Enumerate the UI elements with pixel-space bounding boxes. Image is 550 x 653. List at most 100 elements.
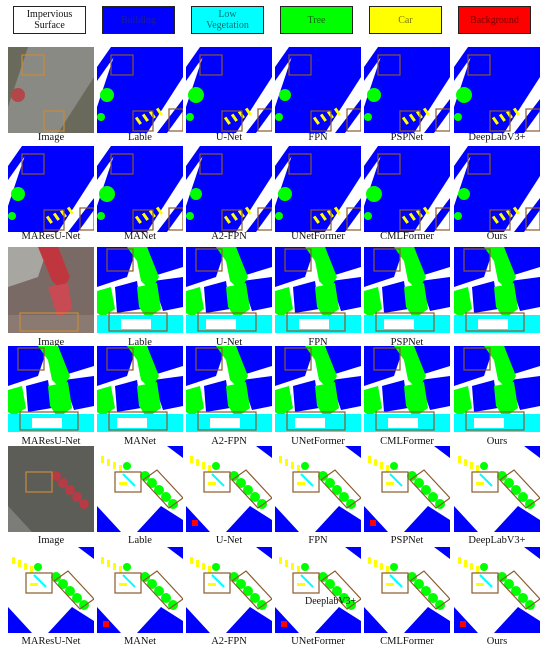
- tile-graphic: [275, 346, 361, 432]
- tile-graphic: [275, 446, 361, 532]
- tile-graphic: [97, 446, 183, 532]
- tile-graphic: [186, 446, 272, 532]
- tile-graphic: [364, 446, 450, 532]
- tile-graphic: [454, 346, 540, 432]
- segmentation-map: [454, 146, 540, 232]
- segmentation-map: [97, 446, 183, 532]
- tile-caption: Image: [37, 132, 65, 143]
- tile-caption: Ours: [486, 636, 508, 647]
- tile-graphic: [8, 146, 94, 232]
- aerial-image: [8, 47, 94, 133]
- tile-caption: A2-FPN: [211, 231, 247, 242]
- segmentation-map: [186, 346, 272, 432]
- segmentation-map: [454, 446, 540, 532]
- segmentation-map: [8, 346, 94, 432]
- segmentation-map: [8, 146, 94, 232]
- tile-graphic: [454, 47, 540, 133]
- segmentation-map: [364, 547, 450, 633]
- tile-graphic: [275, 247, 361, 333]
- tile-graphic: [454, 547, 540, 633]
- tile-caption: CMLFormer: [380, 636, 434, 647]
- segmentation-map: [454, 247, 540, 333]
- segmentation-map: [275, 547, 361, 633]
- tile-caption: PSPNet: [390, 535, 424, 546]
- overlay-label: DeeplabV3+: [305, 596, 357, 607]
- segmentation-map: [454, 547, 540, 633]
- tile-caption: A2-FPN: [211, 636, 247, 647]
- tile-caption: MAResU-Net: [21, 436, 81, 447]
- aerial-image: [8, 446, 94, 532]
- segmentation-map: [97, 547, 183, 633]
- tile-caption: DeepLabV3+: [468, 535, 526, 546]
- segmentation-map: [364, 146, 450, 232]
- tile-caption: Ours: [486, 436, 508, 447]
- tile-graphic: [8, 247, 94, 333]
- segmentation-map: [186, 547, 272, 633]
- segmentation-map: [186, 446, 272, 532]
- segmentation-map: [186, 146, 272, 232]
- segmentation-map: [97, 47, 183, 133]
- segmentation-map: [97, 247, 183, 333]
- tile-graphic: [8, 346, 94, 432]
- segmentation-map: [364, 247, 450, 333]
- tile-graphic: [8, 547, 94, 633]
- legend-label: Building: [120, 14, 156, 26]
- segmentation-map: [454, 47, 540, 133]
- segmentation-map: [186, 247, 272, 333]
- tile-graphic: [364, 146, 450, 232]
- legend-item: Background: [458, 6, 531, 34]
- segmentation-map: [8, 547, 94, 633]
- tile-caption: CMLFormer: [380, 436, 434, 447]
- segmentation-map: [275, 146, 361, 232]
- tile-caption: U-Net: [215, 535, 243, 546]
- legend-item: Building: [102, 6, 175, 34]
- tile-caption: UNetFormer: [291, 436, 345, 447]
- legend-label: Car: [398, 14, 413, 26]
- class-legend: Impervious Surface Building Low Vegetation…: [0, 6, 550, 40]
- tile-graphic: [186, 47, 272, 133]
- tile-caption: FPN: [308, 337, 328, 348]
- tile-caption: Ours: [486, 231, 508, 242]
- tile-caption: Lable: [128, 132, 152, 143]
- tile-caption: U-Net: [215, 132, 243, 143]
- segmentation-map: [275, 247, 361, 333]
- tile-caption: Lable: [128, 337, 152, 348]
- legend-label: Low Vegetation: [206, 9, 249, 31]
- legend-item: Car: [369, 6, 442, 34]
- tile-graphic: [275, 547, 361, 633]
- segmentation-map: [186, 47, 272, 133]
- tile-caption: UNetFormer: [291, 636, 345, 647]
- segmentation-map: [364, 346, 450, 432]
- tile-graphic: [364, 47, 450, 133]
- tile-graphic: [8, 446, 94, 532]
- tile-caption: FPN: [308, 535, 328, 546]
- tile-caption: CMLFormer: [380, 231, 434, 242]
- tile-graphic: [186, 346, 272, 432]
- tile-caption: DeepLabV3+: [468, 132, 526, 143]
- segmentation-map: [275, 346, 361, 432]
- legend-item: Impervious Surface: [13, 6, 86, 34]
- tile-caption: PSPNet: [390, 337, 424, 348]
- tile-graphic: [97, 247, 183, 333]
- tile-caption: Image: [37, 337, 65, 348]
- tile-graphic: [275, 47, 361, 133]
- tile-caption: MAResU-Net: [21, 636, 81, 647]
- segmentation-map: [97, 146, 183, 232]
- legend-label: Impervious Surface: [26, 9, 73, 31]
- tile-caption: MANet: [123, 231, 157, 242]
- tile-caption: Image: [37, 535, 65, 546]
- tile-graphic: [97, 346, 183, 432]
- tile-caption: MANet: [123, 636, 157, 647]
- tile-caption: UNetFormer: [291, 231, 345, 242]
- tile-caption: A2-FPN: [211, 436, 247, 447]
- tile-caption: MANet: [123, 436, 157, 447]
- tile-graphic: [454, 446, 540, 532]
- aerial-image: [8, 247, 94, 333]
- segmentation-map: [454, 346, 540, 432]
- segmentation-map: [364, 47, 450, 133]
- tile-graphic: [364, 346, 450, 432]
- legend-label: Background: [470, 14, 519, 26]
- tile-caption: PSPNet: [390, 132, 424, 143]
- legend-item: Tree: [280, 6, 353, 34]
